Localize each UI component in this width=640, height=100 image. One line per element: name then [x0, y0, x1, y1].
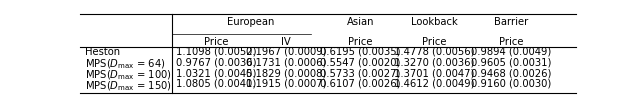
Text: Lookback: Lookback	[412, 17, 458, 27]
Text: 1.0321 (0.0045): 1.0321 (0.0045)	[176, 68, 257, 78]
Text: MPS($D_{\max}$ = 150): MPS($D_{\max}$ = 150)	[85, 79, 172, 93]
Text: Heston: Heston	[85, 47, 120, 57]
Text: Price: Price	[499, 37, 524, 47]
Text: 0.9160 (0.0030): 0.9160 (0.0030)	[472, 79, 552, 89]
Text: 0.5733 (0.0027): 0.5733 (0.0027)	[320, 68, 401, 78]
Text: 0.1829 (0.0008): 0.1829 (0.0008)	[246, 68, 326, 78]
Text: 0.1967 (0.0009): 0.1967 (0.0009)	[246, 47, 326, 57]
Text: 1.3270 (0.0036): 1.3270 (0.0036)	[394, 57, 475, 67]
Text: 0.1731 (0.0006): 0.1731 (0.0006)	[246, 57, 326, 67]
Text: Barrier: Barrier	[494, 17, 529, 27]
Text: 1.4612 (0.0049): 1.4612 (0.0049)	[394, 79, 475, 89]
Text: European: European	[227, 17, 275, 27]
Text: Price: Price	[348, 37, 372, 47]
Text: 1.0805 (0.0041): 1.0805 (0.0041)	[176, 79, 257, 89]
Text: 0.6107 (0.0026): 0.6107 (0.0026)	[320, 79, 401, 89]
Text: Price: Price	[422, 37, 447, 47]
Text: MPS($D_{\max}$ = 64): MPS($D_{\max}$ = 64)	[85, 57, 166, 71]
Text: 0.9605 (0.0031): 0.9605 (0.0031)	[471, 57, 552, 67]
Text: 0.5547 (0.0020): 0.5547 (0.0020)	[320, 57, 401, 67]
Text: 0.1915 (0.0007): 0.1915 (0.0007)	[246, 79, 326, 89]
Text: 1.4778 (0.0056): 1.4778 (0.0056)	[394, 47, 475, 57]
Text: Price: Price	[204, 37, 228, 47]
Text: 0.9767 (0.0036): 0.9767 (0.0036)	[176, 57, 257, 67]
Text: 0.9468 (0.0026): 0.9468 (0.0026)	[471, 68, 552, 78]
Text: 1.3701 (0.0047): 1.3701 (0.0047)	[394, 68, 475, 78]
Text: IV: IV	[281, 37, 291, 47]
Text: 0.9894 (0.0049): 0.9894 (0.0049)	[472, 47, 552, 57]
Text: 1.1098 (0.0052): 1.1098 (0.0052)	[176, 47, 257, 57]
Text: MPS($D_{\max}$ = 100): MPS($D_{\max}$ = 100)	[85, 68, 172, 82]
Text: Asian: Asian	[346, 17, 374, 27]
Text: 0.6195 (0.0035): 0.6195 (0.0035)	[320, 47, 401, 57]
